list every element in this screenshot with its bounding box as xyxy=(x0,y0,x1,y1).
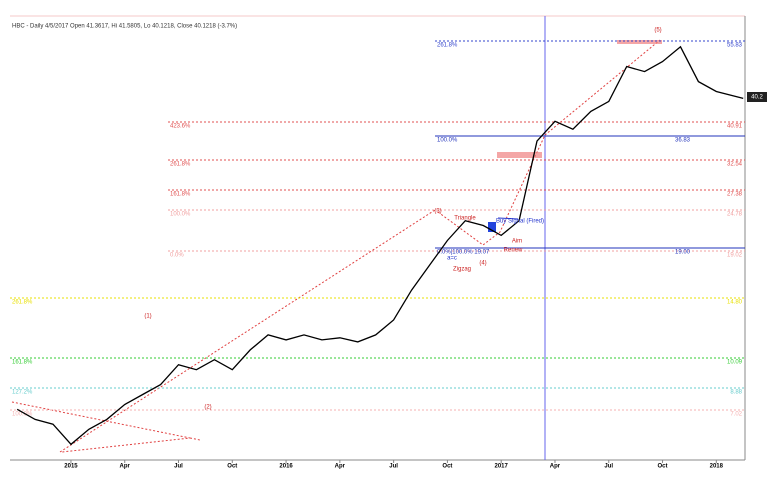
fib-level-label: 0.0% xyxy=(170,253,184,259)
x-tick-label: Apr xyxy=(120,464,131,470)
x-tick-label: Oct xyxy=(658,464,668,470)
fib-price-label: 32.54 xyxy=(727,162,743,168)
buy-signal-arrow xyxy=(497,217,519,220)
fib-price-label: 8.88 xyxy=(730,390,742,396)
fib-price-label: 14.80 xyxy=(727,300,743,306)
annotation: a=c xyxy=(447,256,457,262)
fib-price-label: 40.91 xyxy=(727,124,743,130)
annotation: (1) xyxy=(144,314,151,320)
annotation: (5) xyxy=(654,28,661,34)
fib-level-label: 261.8% xyxy=(170,162,191,168)
x-tick-label: Apr xyxy=(335,464,346,470)
annotation: Aim xyxy=(512,239,522,245)
x-tick-label: 2018 xyxy=(710,464,724,470)
fib-level-label: 161.8% xyxy=(12,360,33,366)
fib-level-label: 127.2% xyxy=(12,390,33,396)
x-tick-label: Jul xyxy=(604,464,613,470)
annotation: Buy Signal (Fired) xyxy=(496,219,544,225)
price-line xyxy=(16,45,744,446)
fib-price-label: 10.09 xyxy=(727,360,743,366)
annotation: Triangle xyxy=(454,216,476,222)
annotation: Renew xyxy=(504,248,523,254)
fib-level-label: 100.0% xyxy=(437,138,458,144)
chart-title: HBC - Daily 4/5/2017 Open 41.3617, Hi 41… xyxy=(12,24,237,30)
fib-level-label: 100.0% xyxy=(170,212,191,218)
x-tick-label: 2017 xyxy=(495,464,509,470)
annotation: Zigzag xyxy=(453,267,471,273)
fib-price-label: 19.00 xyxy=(675,250,691,256)
fib-price-label: 55.83 xyxy=(727,43,743,49)
annotation: (4) xyxy=(479,261,486,267)
x-tick-label: Oct xyxy=(227,464,237,470)
fib-price-label: 36.83 xyxy=(675,138,691,144)
fib-price-label: 7.02 xyxy=(730,412,742,418)
fib-price-label: 24.78 xyxy=(727,212,743,218)
x-tick-label: 2015 xyxy=(64,464,78,470)
annotation: (3) xyxy=(434,209,441,215)
wave-line xyxy=(189,437,201,441)
x-tick-label: Jul xyxy=(389,464,398,470)
last-price-box xyxy=(747,92,767,102)
x-tick-label: Oct xyxy=(442,464,452,470)
x-tick-label: Jul xyxy=(174,464,183,470)
fib-level-label: 161.8% xyxy=(170,192,191,198)
fib-price-label: 27.38 xyxy=(727,192,743,198)
price-zone xyxy=(617,40,662,44)
x-tick-label: 2016 xyxy=(279,464,293,470)
zigzag-line xyxy=(437,39,661,246)
fib-level-label: 100.0% xyxy=(12,412,33,418)
buy-signal-box xyxy=(488,222,496,232)
annotation: (2) xyxy=(204,405,211,411)
price-zone xyxy=(497,152,542,158)
fib-price-label: 19.02 xyxy=(727,253,743,259)
fib-level-label: 261.8% xyxy=(437,43,458,49)
fib-level-label: 261.8% xyxy=(12,300,33,306)
last-price-label: 40.2 xyxy=(751,95,763,101)
x-tick-label: Apr xyxy=(550,464,561,470)
fib-level-label: 0.0%|100.0% 19.07 xyxy=(437,250,490,256)
fib-level-label: 423.6% xyxy=(170,124,191,130)
